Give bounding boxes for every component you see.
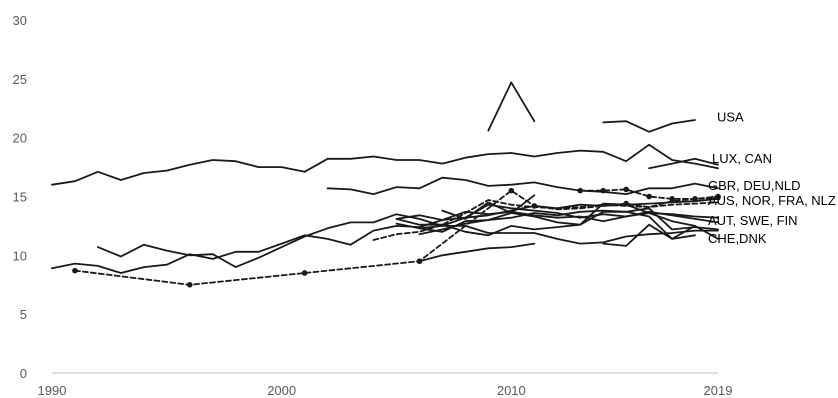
series-line bbox=[487, 81, 536, 132]
series-line bbox=[74, 189, 719, 286]
series-layer bbox=[51, 81, 721, 288]
series-line bbox=[441, 194, 536, 220]
series-point bbox=[646, 193, 652, 200]
series-label: GBR, DEU,NLD bbox=[708, 178, 800, 193]
series-point bbox=[508, 187, 515, 194]
y-tick-label: 0 bbox=[20, 366, 27, 381]
series-line bbox=[418, 225, 719, 245]
series-line bbox=[602, 223, 719, 247]
series-point bbox=[600, 187, 606, 194]
series-line bbox=[395, 210, 719, 224]
series-point bbox=[72, 267, 78, 274]
series-group bbox=[51, 143, 719, 186]
series-point bbox=[669, 196, 675, 202]
series-point bbox=[186, 281, 193, 288]
series-group bbox=[418, 207, 719, 236]
series-group bbox=[51, 198, 719, 274]
x-axis-ticks: 1990 2000 2010 2019 bbox=[38, 383, 733, 398]
y-tick-label: 20 bbox=[13, 131, 27, 146]
series-point bbox=[531, 203, 538, 209]
series-label: USA bbox=[717, 110, 744, 125]
series-point bbox=[623, 186, 629, 193]
series-group bbox=[602, 119, 696, 133]
y-tick-label: 10 bbox=[13, 248, 27, 263]
series-group bbox=[418, 225, 719, 245]
series-label: LUX, CAN bbox=[712, 151, 772, 166]
series-line bbox=[51, 143, 719, 186]
y-tick-label: 5 bbox=[20, 307, 27, 322]
series-group bbox=[648, 157, 719, 170]
series-line bbox=[326, 176, 719, 195]
series-group bbox=[441, 194, 536, 220]
series-group bbox=[418, 242, 536, 263]
series-label: AUS, NOR, FRA, NLZ bbox=[708, 193, 836, 208]
x-tick-label: 2010 bbox=[497, 383, 526, 398]
y-tick-label: 30 bbox=[13, 13, 27, 28]
x-tick-label: 2000 bbox=[267, 383, 296, 398]
series-line bbox=[418, 242, 536, 263]
series-line bbox=[418, 207, 719, 236]
series-label: AUT, SWE, FIN bbox=[708, 213, 798, 228]
series-label: CHE,DNK bbox=[708, 231, 767, 246]
series-group bbox=[72, 187, 721, 288]
series-group bbox=[395, 210, 719, 224]
series-point bbox=[301, 270, 308, 276]
series-group bbox=[395, 202, 696, 233]
series-group bbox=[487, 81, 536, 132]
series-point bbox=[715, 194, 721, 201]
x-tick-label: 1990 bbox=[38, 383, 67, 398]
y-tick-label: 15 bbox=[13, 190, 27, 205]
series-line bbox=[395, 202, 696, 233]
y-tick-label: 25 bbox=[13, 72, 27, 87]
series-line bbox=[51, 198, 719, 274]
series-point bbox=[577, 187, 584, 194]
series-group bbox=[602, 223, 719, 247]
series-group bbox=[326, 176, 719, 195]
y-axis-ticks: 0 5 10 15 20 25 30 bbox=[13, 13, 27, 381]
x-tick-label: 2019 bbox=[704, 383, 733, 398]
series-line bbox=[602, 119, 696, 133]
series-line bbox=[648, 157, 719, 170]
